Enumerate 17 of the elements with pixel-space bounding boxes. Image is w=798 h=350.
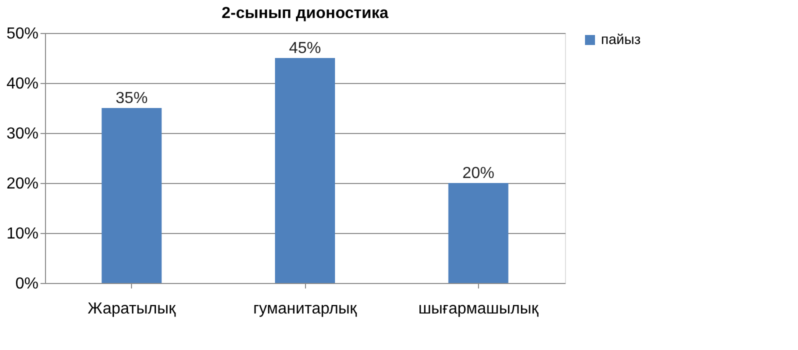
x-tick-label: шығармашылық [418,300,540,318]
bar [102,108,162,283]
y-tick-label: 30% [6,126,38,142]
y-tick-label: 20% [6,176,38,192]
y-tick-label: 40% [6,76,38,92]
data-label: 45% [288,40,322,57]
chart-title: 2-сынып дионостика [222,5,388,22]
x-tick-label: Жаратылық [88,300,177,318]
legend-label: пайыз [601,31,641,47]
bar [275,58,335,283]
y-tick-label: 50% [6,26,38,42]
y-tick-label: 10% [6,226,38,242]
x-tick-label: гуманитарлық [253,300,358,318]
bar [448,183,508,283]
y-tick-label: 0% [15,276,38,292]
data-label: 20% [462,165,494,182]
data-label: 35% [116,90,148,107]
